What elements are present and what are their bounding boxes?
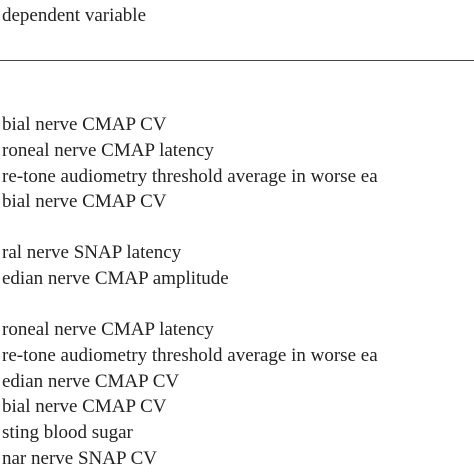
row-label: edian nerve CMAP CV	[2, 370, 180, 392]
header-rule	[0, 60, 474, 61]
row-label: bial nerve CMAP CV	[2, 396, 167, 418]
column-header: dependent variable	[2, 5, 147, 26]
row-label: ral nerve SNAP latency	[2, 242, 182, 263]
row-label: roneal nerve CMAP latency	[2, 139, 214, 161]
row-label: nar nerve SNAP CV	[2, 448, 157, 469]
row-label: roneal nerve CMAP latency	[2, 319, 214, 340]
row-label: sting blood sugar	[2, 422, 133, 444]
row-label: re-tone audiometry threshold average in …	[2, 344, 378, 366]
row-label: bial nerve CMAP CV	[2, 114, 167, 135]
row-label: bial nerve CMAP CV	[2, 191, 167, 213]
row-label: re-tone audiometry threshold average in …	[2, 165, 378, 187]
row-label: edian nerve CMAP amplitude	[2, 267, 229, 289]
